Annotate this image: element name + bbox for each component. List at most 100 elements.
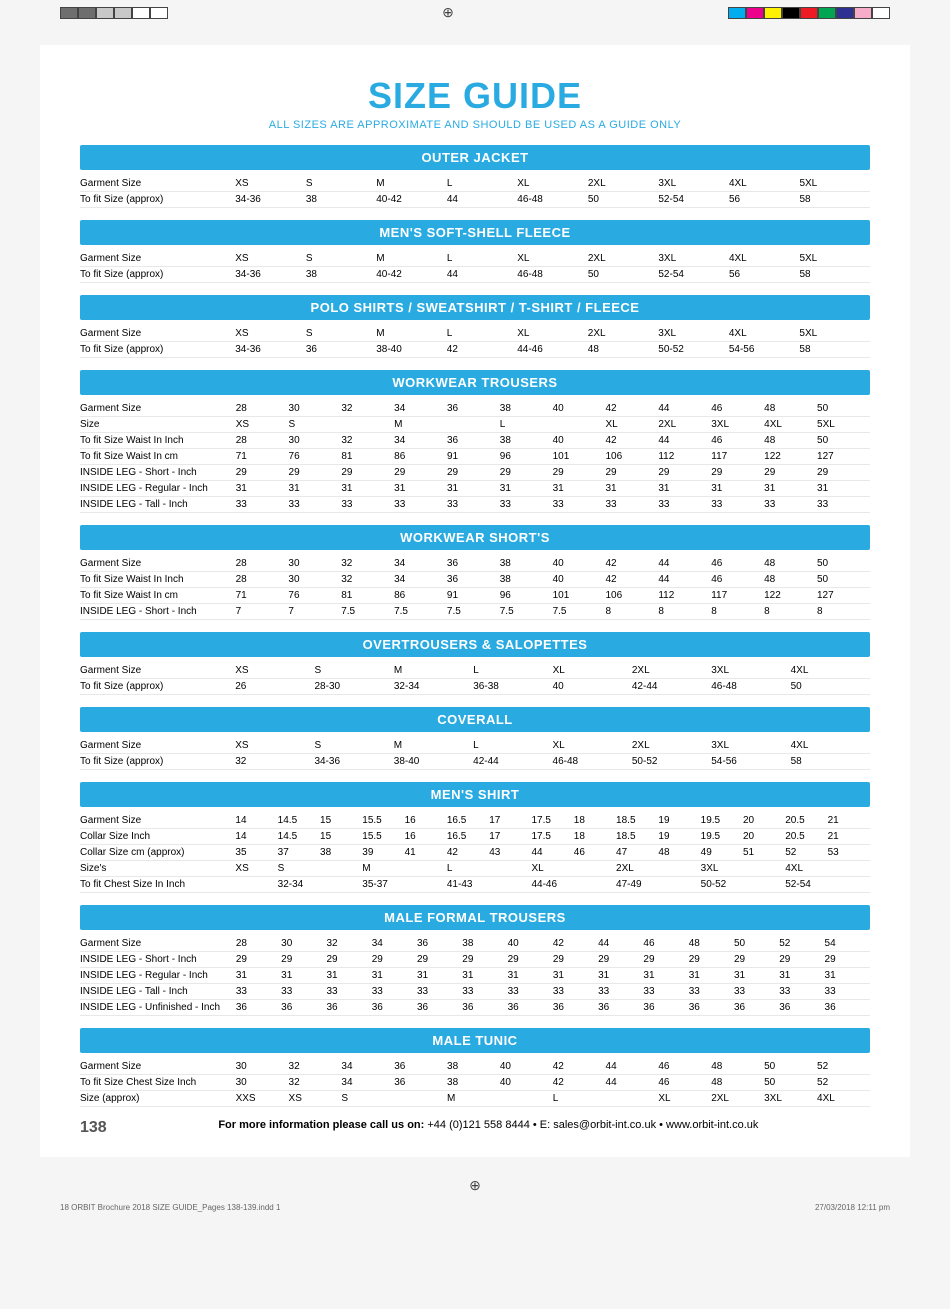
cell: 33 <box>598 984 643 1000</box>
cell: 33 <box>711 497 764 513</box>
cell: 48 <box>711 1075 764 1091</box>
cell: 35 <box>235 845 277 861</box>
cell: 34 <box>372 936 417 952</box>
cell: 31 <box>326 968 371 984</box>
cell: 29 <box>417 952 462 968</box>
cell: 38 <box>306 192 376 208</box>
table-row: SizeXSSMLXL2XL3XL4XL5XL <box>80 417 870 433</box>
cell: 122 <box>764 588 817 604</box>
cell: 36 <box>281 1000 326 1016</box>
cell: 54 <box>825 936 870 952</box>
cell: 42 <box>553 1059 606 1075</box>
cell: 36 <box>462 1000 507 1016</box>
cell: 3XL <box>711 417 764 433</box>
cell: 37 <box>278 845 320 861</box>
section-header: OUTER JACKET <box>80 145 870 170</box>
cell: XS <box>235 738 314 754</box>
cell: 29 <box>779 952 824 968</box>
cell: S <box>306 176 376 192</box>
cell: 33 <box>605 497 658 513</box>
cell: 48 <box>764 556 817 572</box>
cell: 34 <box>394 556 447 572</box>
registration-mark-bottom: ⊕ <box>469 1177 481 1193</box>
cell: 32 <box>341 401 394 417</box>
cell: 33 <box>643 984 688 1000</box>
cell: 8 <box>711 604 764 620</box>
cell: S <box>289 417 395 433</box>
cell: 2XL <box>632 738 711 754</box>
cell: 36 <box>326 1000 371 1016</box>
cell: 33 <box>658 497 711 513</box>
swatch <box>132 7 150 19</box>
cell: 4XL <box>764 417 817 433</box>
cell: 30 <box>288 572 341 588</box>
cell: 44 <box>606 1075 659 1091</box>
cell: 44 <box>658 401 711 417</box>
cell: 19 <box>658 829 700 845</box>
cell: 36 <box>447 401 500 417</box>
cell: 71 <box>236 449 289 465</box>
table-row: INSIDE LEG - Regular - Inch3131313131313… <box>80 481 870 497</box>
table-row: Garment Size283032343638404244464850 <box>80 556 870 572</box>
cell: 53 <box>828 845 870 861</box>
cell: 29 <box>598 952 643 968</box>
cell: 50 <box>791 679 870 695</box>
cell: 50 <box>817 401 870 417</box>
cell: 19.5 <box>701 829 743 845</box>
footer-contact: +44 (0)121 558 8444 • E: sales@orbit-int… <box>427 1119 758 1131</box>
table-row: To fit Size (approx)34-363638-404244-464… <box>80 342 870 358</box>
swatch <box>96 7 114 19</box>
cell: XS <box>235 663 314 679</box>
cell: 40 <box>500 1075 553 1091</box>
cell: 33 <box>417 984 462 1000</box>
cell: 4XL <box>791 738 870 754</box>
cell: 34 <box>394 433 447 449</box>
cell: 50 <box>764 1059 817 1075</box>
cell: 58 <box>799 267 870 283</box>
cell: 38 <box>462 936 507 952</box>
cell: 38 <box>500 433 553 449</box>
cell: 52 <box>817 1059 870 1075</box>
table-row: INSIDE LEG - Short - Inch777.57.57.57.57… <box>80 604 870 620</box>
cell: 31 <box>658 481 711 497</box>
cell: 31 <box>236 968 281 984</box>
table-row: INSIDE LEG - Tall - Inch3333333333333333… <box>80 984 870 1000</box>
cell: 17 <box>489 829 531 845</box>
cell: 20 <box>743 829 785 845</box>
section-header: POLO SHIRTS / SWEATSHIRT / T-SHIRT / FLE… <box>80 295 870 320</box>
section-header: MEN'S SOFT-SHELL FLEECE <box>80 220 870 245</box>
cell: 28 <box>236 936 281 952</box>
cell: S <box>306 251 376 267</box>
swatch <box>782 7 800 19</box>
cell: 36 <box>689 1000 734 1016</box>
cell: 40 <box>508 936 553 952</box>
cell: XL <box>553 738 632 754</box>
cell: L <box>500 417 606 433</box>
cell: 38 <box>320 845 362 861</box>
cell: L <box>553 1091 659 1107</box>
cell: 34 <box>341 1075 394 1091</box>
cell: 31 <box>341 481 394 497</box>
cell: 38-40 <box>376 342 447 358</box>
cell: 46 <box>658 1059 711 1075</box>
cell: 29 <box>689 952 734 968</box>
row-label: INSIDE LEG - Tall - Inch <box>80 497 236 513</box>
cell: M <box>376 176 447 192</box>
cell: 33 <box>817 497 870 513</box>
print-file: 18 ORBIT Brochure 2018 SIZE GUIDE_Pages … <box>60 1203 280 1212</box>
cell: 15 <box>320 813 362 829</box>
cell: 19 <box>658 813 700 829</box>
cell: 29 <box>281 952 326 968</box>
cell: 4XL <box>729 251 800 267</box>
cell: 33 <box>236 984 281 1000</box>
cell: 91 <box>447 588 500 604</box>
table-row: INSIDE LEG - Short - Inch292929292929292… <box>80 952 870 968</box>
cell: L <box>447 861 532 877</box>
cell: 106 <box>605 588 658 604</box>
cell: M <box>376 326 447 342</box>
cell: 106 <box>605 449 658 465</box>
cell: 17 <box>489 813 531 829</box>
cell: 50 <box>817 556 870 572</box>
cell: 47-49 <box>616 877 701 893</box>
cell: 30 <box>236 1075 289 1091</box>
